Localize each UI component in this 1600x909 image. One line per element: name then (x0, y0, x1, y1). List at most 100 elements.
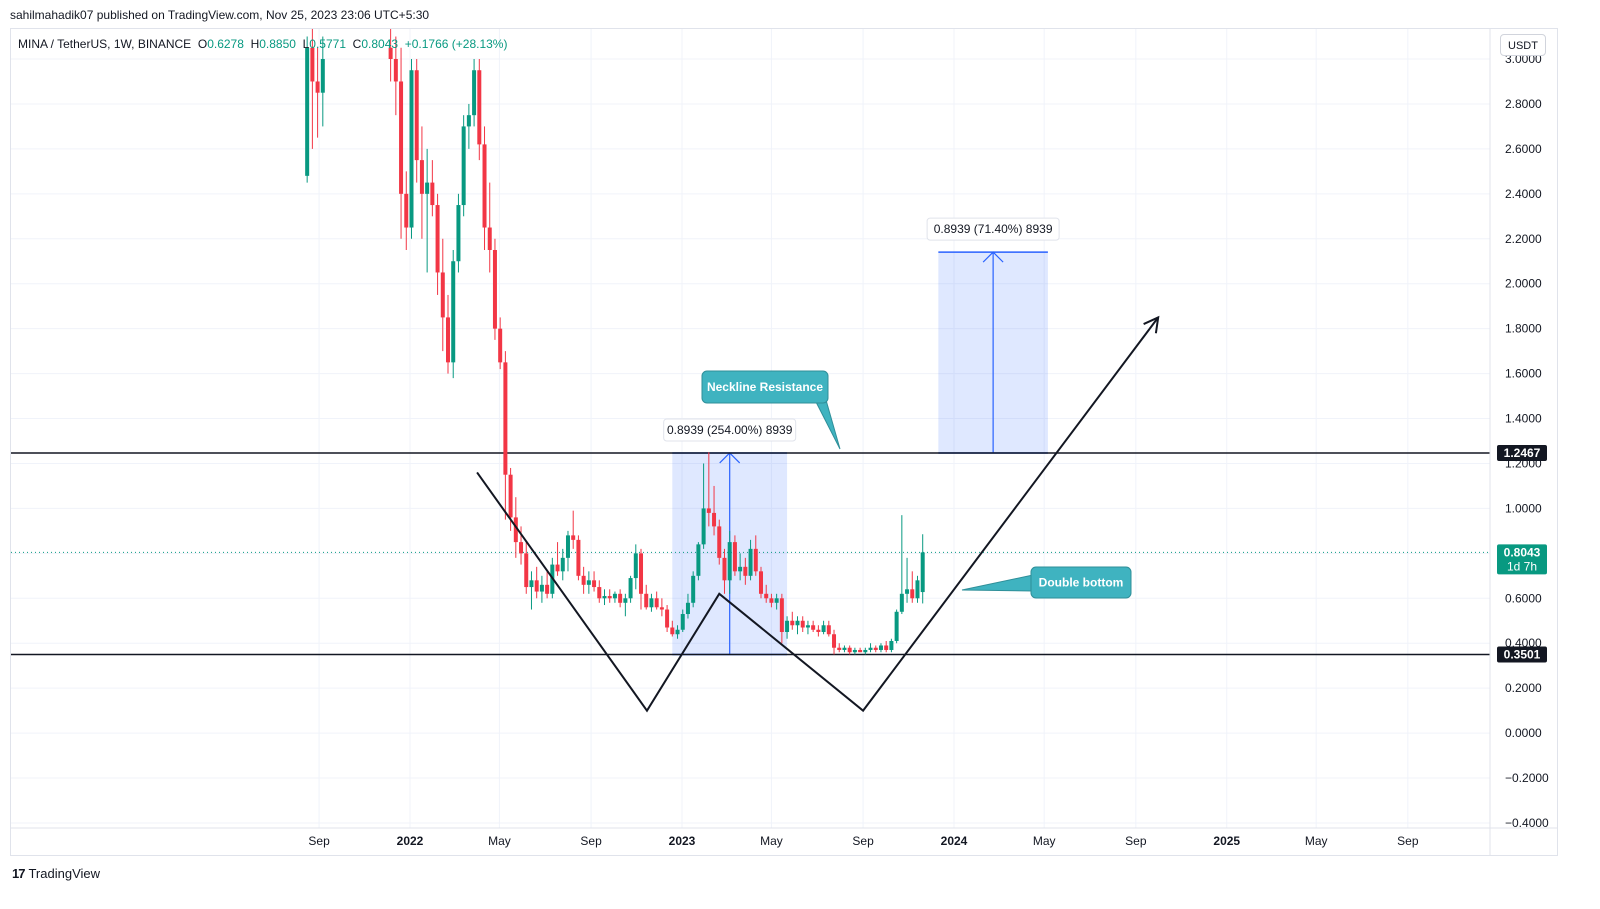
candle (555, 542, 560, 576)
candle (863, 647, 868, 655)
candle (826, 620, 831, 637)
candle-body (868, 647, 873, 650)
time-tick-label: Sep (580, 834, 602, 848)
candle (665, 605, 670, 632)
candle (889, 638, 894, 653)
price-tick-label: 2.4000 (1505, 187, 1542, 201)
candle (388, 29, 393, 82)
candle (701, 463, 706, 549)
candle (461, 115, 466, 217)
price-tick-label: 0.0000 (1505, 726, 1542, 740)
candle (409, 59, 414, 239)
price-tick-label: 1.4000 (1505, 412, 1542, 426)
candle-body (612, 593, 617, 599)
candle (607, 589, 612, 603)
time-tick-label: 2024 (941, 834, 968, 848)
candle (446, 294, 451, 374)
neckline-callout-pointer (814, 399, 841, 450)
candle (670, 620, 675, 637)
tradingview-logo[interactable]: 17 TradingView (12, 866, 100, 881)
candle (472, 59, 477, 127)
candle (404, 171, 409, 250)
candle-body (738, 566, 743, 572)
candle-body (889, 640, 894, 650)
candle-body (534, 580, 539, 592)
price-axis-label: 1.2467 (1497, 444, 1547, 461)
candle (795, 616, 800, 635)
candle (758, 566, 763, 599)
candle (732, 535, 737, 576)
candle (539, 575, 544, 603)
candle (685, 593, 690, 619)
candle (659, 598, 664, 617)
time-tick-label: 2023 (669, 834, 696, 848)
price-tick-label: 0.6000 (1505, 591, 1542, 605)
currency-button[interactable]: USDT (1500, 34, 1546, 56)
price-axis-label-box (1497, 544, 1547, 575)
candle-body (305, 47, 310, 176)
candle-body (430, 182, 435, 206)
candle (894, 609, 899, 644)
candle-body (805, 625, 810, 628)
candle (633, 544, 638, 590)
candle (832, 629, 837, 655)
candle (712, 485, 717, 536)
candle-body (560, 557, 565, 572)
candle-body (717, 526, 722, 558)
candle (769, 593, 774, 608)
candle-body (706, 508, 711, 513)
candle-body (607, 596, 612, 599)
time-tick-label: Sep (852, 834, 874, 848)
double-bottom-callout-text: Double bottom (1039, 576, 1124, 590)
high-label: H (250, 37, 260, 51)
candle (639, 548, 644, 610)
candle-body (873, 647, 878, 650)
candle-body (482, 144, 487, 228)
candle-body (821, 625, 826, 632)
candle-body (790, 620, 795, 626)
candle-body (696, 544, 701, 576)
candle-body (748, 548, 753, 576)
time-tick-label: Sep (1125, 834, 1147, 848)
price-axis-label-text: 1.2467 (1504, 446, 1541, 460)
time-tick-label: Sep (1397, 834, 1419, 848)
candle-body (649, 598, 654, 608)
candle-body (310, 47, 315, 82)
publish-info: sahilmahadik07 published on TradingView.… (10, 8, 430, 22)
candle (393, 36, 398, 116)
candle (618, 589, 623, 608)
candle (435, 193, 440, 295)
time-tick-label: May (760, 834, 783, 848)
candle (492, 238, 497, 340)
candle (816, 625, 821, 637)
candle-body (743, 566, 748, 576)
candle (743, 557, 748, 585)
measure-2-label: 0.8939 (71.40%) 8939 (934, 222, 1053, 236)
candle-body (665, 609, 670, 628)
candle (722, 548, 727, 594)
candle-body (905, 589, 910, 594)
price-tick-label: 2.8000 (1505, 97, 1542, 111)
candle (884, 640, 889, 653)
candle (565, 530, 570, 572)
horizontal-lines (11, 452, 1490, 656)
candle (753, 535, 758, 576)
candle-body (456, 205, 461, 262)
candle-body (774, 598, 779, 603)
candle-body (419, 160, 424, 194)
candle-body (393, 59, 398, 82)
candle (899, 515, 904, 615)
candle-body (800, 620, 805, 628)
candle-body (832, 634, 837, 648)
candle-body (545, 584, 550, 594)
candle-body (675, 629, 680, 635)
candle (466, 103, 471, 149)
time-tick-label: 2022 (397, 834, 424, 848)
candle (524, 542, 529, 594)
candle-body (508, 474, 513, 518)
candle (623, 593, 628, 617)
candle-body (555, 564, 560, 572)
candle-body (414, 70, 419, 161)
candle (628, 575, 633, 603)
